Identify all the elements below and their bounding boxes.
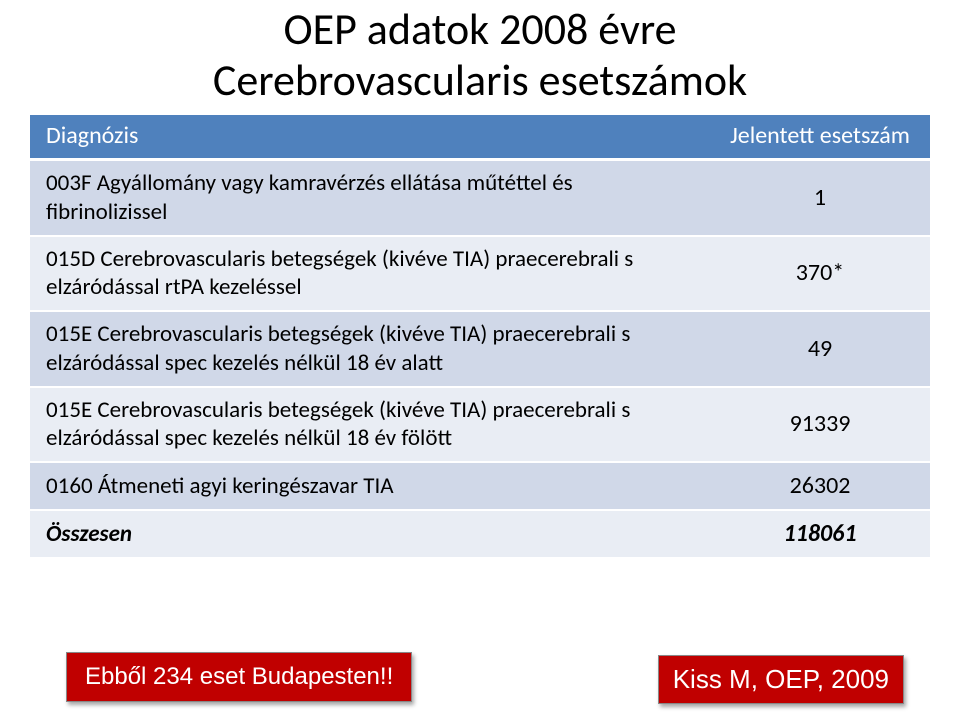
cell-diagnosis: 0160 Átmeneti agyi keringészavar TIA <box>30 462 710 510</box>
footnote-badge: Ebből 234 eset Budapesten!! <box>66 652 412 702</box>
cell-total-value: 118061 <box>710 510 930 558</box>
cell-total-label: Összesen <box>30 510 710 558</box>
data-table: Diagnózis Jelentett esetszám 003F Agyáll… <box>30 115 930 559</box>
table-row: 015E Cerebrovascularis betegségek (kivév… <box>30 311 930 387</box>
cell-diagnosis: 015D Cerebrovascularis betegségek (kivév… <box>30 236 710 312</box>
cell-value: 91339 <box>710 387 930 463</box>
title-line-1: OEP adatok 2008 évre <box>0 4 960 55</box>
col-header-diagnosis: Diagnózis <box>30 115 710 160</box>
title-line-2: Cerebrovascularis esetszámok <box>0 55 960 106</box>
slide-title: OEP adatok 2008 évre Cerebrovascularis e… <box>0 0 960 115</box>
cell-value: 49 <box>710 311 930 387</box>
col-header-count: Jelentett esetszám <box>710 115 930 160</box>
table-row: 015D Cerebrovascularis betegségek (kivév… <box>30 236 930 312</box>
cell-value: 26302 <box>710 462 930 510</box>
cell-diagnosis: 015E Cerebrovascularis betegségek (kivév… <box>30 311 710 387</box>
data-table-wrap: Diagnózis Jelentett esetszám 003F Agyáll… <box>30 115 930 559</box>
table-row: 0160 Átmeneti agyi keringészavar TIA 263… <box>30 462 930 510</box>
citation-badge: Kiss M, OEP, 2009 <box>658 655 904 704</box>
table-header-row: Diagnózis Jelentett esetszám <box>30 115 930 160</box>
cell-value: 1 <box>710 160 930 236</box>
table-row: 015E Cerebrovascularis betegségek (kivév… <box>30 387 930 463</box>
table-total-row: Összesen 118061 <box>30 510 930 558</box>
cell-value: 370* <box>710 236 930 312</box>
cell-diagnosis: 015E Cerebrovascularis betegségek (kivév… <box>30 387 710 463</box>
cell-diagnosis: 003F Agyállomány vagy kamravérzés ellátá… <box>30 160 710 236</box>
table-row: 003F Agyállomány vagy kamravérzés ellátá… <box>30 160 930 236</box>
